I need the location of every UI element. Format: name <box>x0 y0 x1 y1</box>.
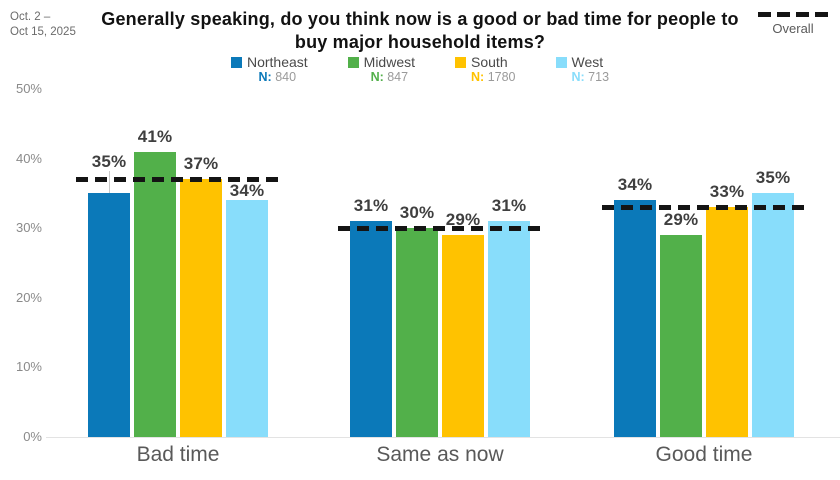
bar-value-label: 31% <box>353 196 389 215</box>
bar-value-label: 30% <box>399 203 435 222</box>
legend-n-value: 713 <box>588 70 610 84</box>
bar-midwest-bad-time <box>134 152 176 437</box>
legend-n-label: N: <box>258 70 276 84</box>
bar-value-label: 41% <box>137 127 173 146</box>
legend-item-label: Northeast <box>246 54 308 70</box>
y-tick-label: 30% <box>15 220 42 235</box>
legend-item-label: West <box>571 54 604 70</box>
legend-swatch-icon <box>555 57 567 68</box>
date-range-line1: Oct. 2 – <box>10 11 51 23</box>
overall-dash-line <box>76 177 279 182</box>
category-label: Bad time <box>136 443 220 466</box>
legend-item-label: South <box>471 54 508 70</box>
bar-northeast-good-time <box>614 200 656 437</box>
overall-dash-icon <box>758 12 828 17</box>
bar-west-same-as-now <box>488 221 530 437</box>
legend-n-label: N: <box>370 70 388 84</box>
y-tick-label: 40% <box>15 151 42 166</box>
bar-west-bad-time <box>226 200 268 437</box>
bar-value-label: 29% <box>445 210 481 229</box>
bar-value-label: 29% <box>663 210 699 229</box>
bar-value-label: 35% <box>755 168 791 187</box>
bar-value-label: 34% <box>229 181 265 200</box>
legend-swatch-icon <box>455 57 467 68</box>
legend-n-value: 1780 <box>487 70 516 84</box>
bar-value-label: 31% <box>491 196 527 215</box>
bar-south-same-as-now <box>442 235 484 437</box>
overall-legend: Overall <box>754 12 832 36</box>
legend-swatch-icon <box>347 57 359 68</box>
bar-south-good-time <box>706 207 748 437</box>
legend-item-south: South N: 1780 <box>455 54 516 85</box>
bar-value-label: 34% <box>617 175 653 194</box>
legend-n-value: 847 <box>387 70 409 84</box>
date-range-line2: Oct 15, 2025 <box>10 26 76 38</box>
legend-item-west: West N: 713 <box>555 54 610 85</box>
bar-midwest-same-as-now <box>396 228 438 437</box>
legend-n-label: N: <box>571 70 589 84</box>
legend-swatch-icon <box>230 57 242 68</box>
bar-west-good-time <box>752 193 794 437</box>
legend-item-midwest: Midwest N: 847 <box>347 54 416 85</box>
overall-legend-label: Overall <box>772 21 814 36</box>
legend-n-value: 840 <box>275 70 297 84</box>
legend-n-row: N: 1780 <box>455 70 515 85</box>
bar-northeast-bad-time <box>88 193 130 437</box>
legend-n-row: N: 840 <box>231 70 308 85</box>
series-legend: Northeast N: 840 Midwest N: 847 South N: 1780… <box>0 55 840 85</box>
legend-n-label: N: <box>471 70 488 84</box>
category-label: Same as now <box>376 443 504 466</box>
y-tick-label: 0% <box>23 429 42 444</box>
bar-midwest-good-time <box>660 235 702 437</box>
overall-dash-line <box>602 205 805 210</box>
bar-northeast-same-as-now <box>350 221 392 437</box>
overall-dash-line <box>338 226 541 231</box>
bar-value-label: 33% <box>709 182 745 201</box>
date-range: Oct. 2 – Oct 15, 2025 <box>10 10 76 40</box>
label-leader-line <box>109 171 110 193</box>
y-tick-label: 20% <box>15 290 42 305</box>
category-label: Good time <box>655 443 753 466</box>
legend-item-northeast: Northeast N: 840 <box>230 54 308 85</box>
legend-item-label: Midwest <box>363 54 416 70</box>
y-tick-label: 10% <box>15 359 42 374</box>
bar-value-label: 35% <box>91 152 127 171</box>
x-axis-baseline <box>46 437 840 438</box>
bar-value-label: 37% <box>183 154 219 173</box>
bar-south-bad-time <box>180 179 222 437</box>
y-tick-label: 50% <box>15 81 42 96</box>
legend-n-row: N: 847 <box>348 70 415 85</box>
legend-n-row: N: 713 <box>556 70 610 85</box>
chart-title: Generally speaking, do you think now is … <box>101 9 739 52</box>
